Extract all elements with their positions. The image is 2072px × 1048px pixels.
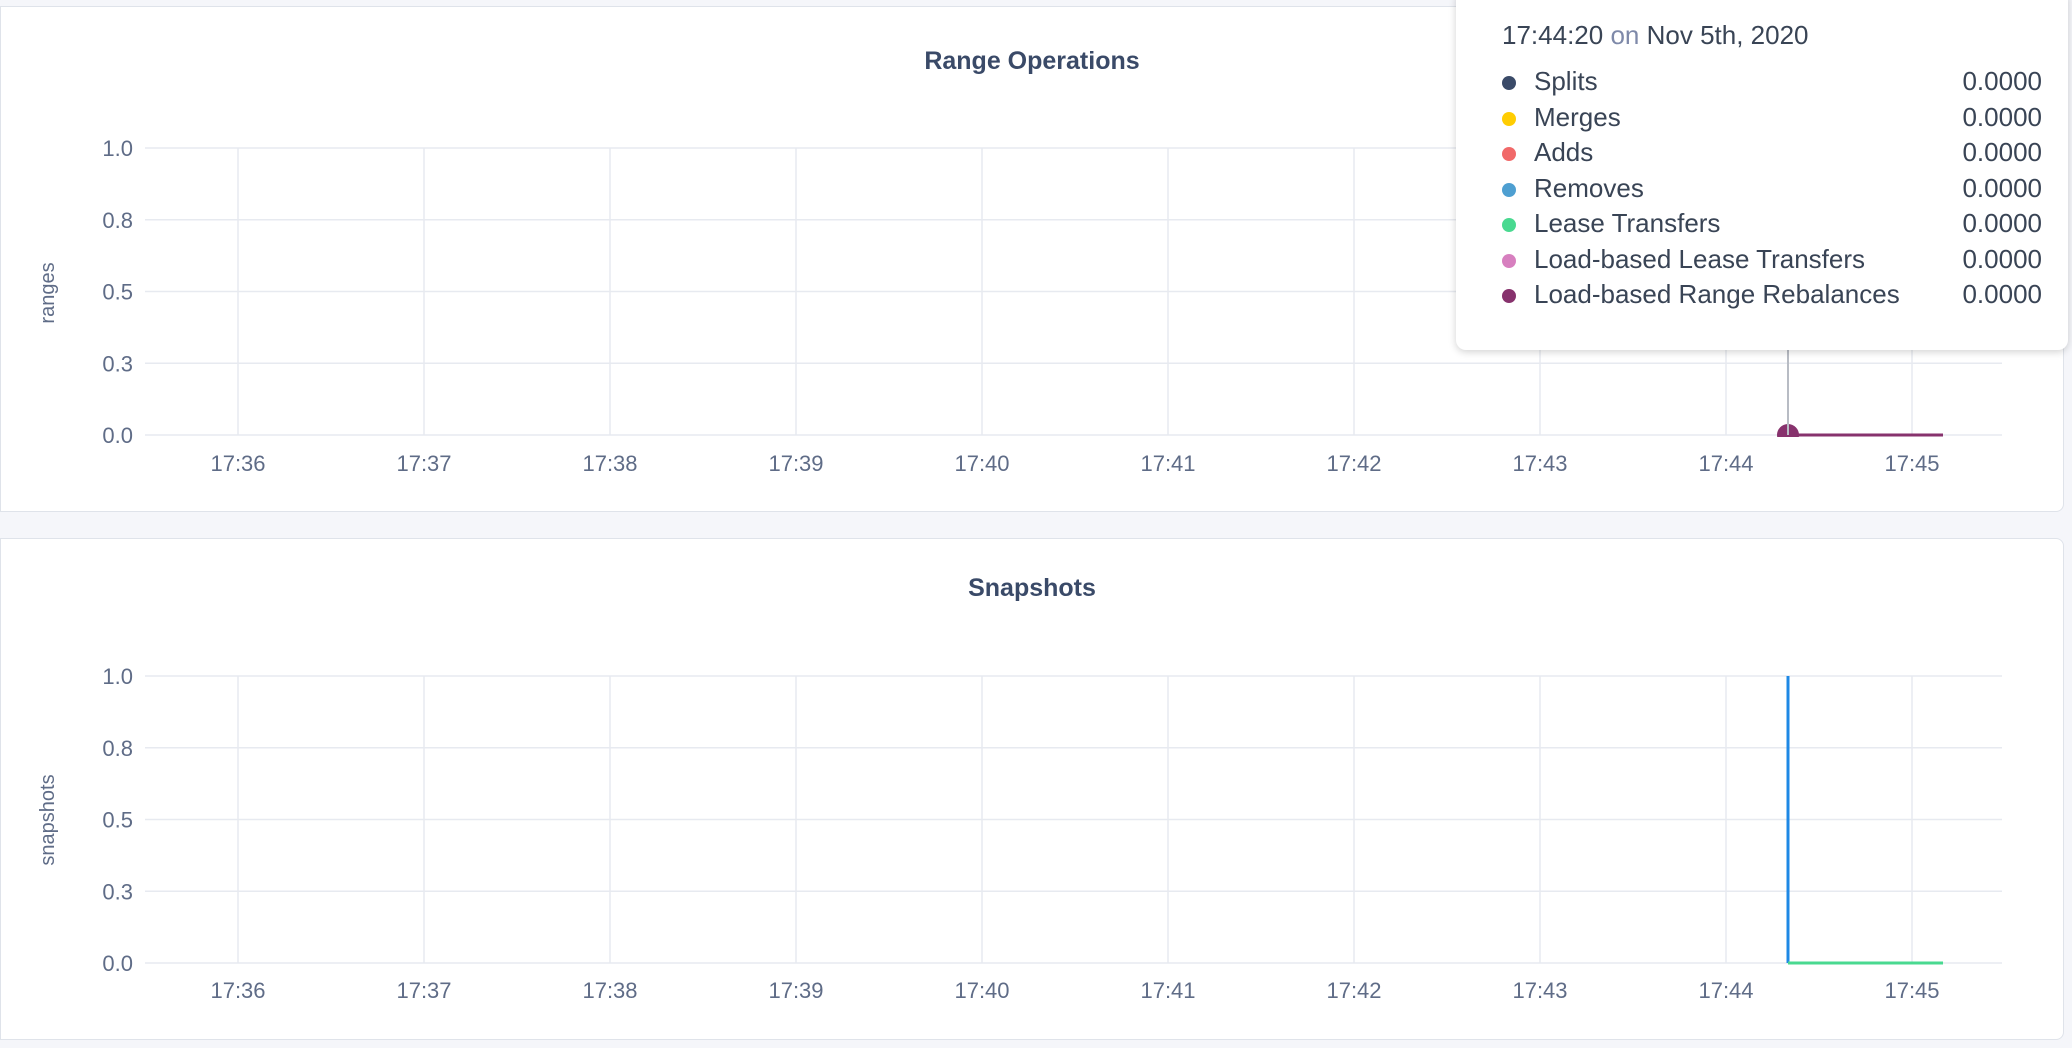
y-axis-label: ranges (37, 262, 59, 323)
y-tick-label: 0.0 (102, 951, 133, 976)
tooltip-series-value: 0.0000 (1962, 101, 2042, 132)
tooltip-series-label: Load-based Range Rebalances (1534, 279, 1900, 309)
y-tick-label: 0.5 (102, 280, 133, 305)
legend-dot-icon (1502, 76, 1516, 90)
y-tick-label: 1.0 (102, 136, 133, 161)
x-tick-label: 17:45 (1884, 978, 1939, 1003)
tooltip-row: Removes 0.0000 (1502, 173, 2042, 207)
x-tick-label: 17:41 (1140, 978, 1195, 1003)
x-tick-label: 17:44 (1698, 451, 1753, 476)
legend-dot-icon (1502, 182, 1516, 197)
snapshots-title: Snapshots (968, 574, 1096, 602)
x-tick-label: 17:42 (1326, 451, 1381, 476)
hover-point-mask (1774, 437, 1802, 451)
x-tick-label: 17:38 (582, 451, 637, 476)
y-axis-label: snapshots (37, 774, 59, 865)
x-tick-label: 17:36 (210, 451, 265, 476)
x-tick-label: 17:43 (1512, 451, 1567, 476)
tooltip-row: Lease Transfers 0.0000 (1502, 208, 2042, 242)
tooltip-series-value: 0.0000 (1962, 279, 2042, 309)
tooltip-series-label: Load-based Lease Transfers (1534, 243, 1865, 274)
y-tick-label: 0.5 (102, 808, 133, 833)
x-tick-label: 17:39 (768, 978, 823, 1003)
y-tick-label: 0.8 (102, 736, 133, 761)
tooltip-row: Merges 0.0000 (1502, 102, 2042, 136)
x-tick-label: 17:42 (1326, 978, 1381, 1003)
hover-tooltip: 17:44:20 on Nov 5th, 2020 Splits 0.0000 … (1456, 0, 2068, 350)
legend-dot-icon (1502, 147, 1516, 161)
snapshots-panel (0, 538, 2064, 1040)
x-tick-label: 17:40 (954, 451, 1009, 476)
tooltip-series-label: Adds (1534, 137, 1594, 167)
x-tick-label: 17:36 (210, 978, 265, 1003)
x-tick-label: 17:40 (954, 978, 1009, 1003)
tooltip-row: Splits 0.0000 (1502, 66, 2042, 100)
x-tick-label: 17:41 (1140, 451, 1195, 476)
tooltip-series-label: Splits (1534, 66, 1598, 96)
y-tick-label: 0.3 (102, 879, 133, 904)
tooltip-timestamp: 17:44:20 on Nov 5th, 2020 (1502, 20, 1809, 50)
range-operations-title: Range Operations (924, 47, 1140, 75)
x-tick-label: 17:39 (768, 451, 823, 476)
x-tick-label: 17:44 (1698, 978, 1753, 1003)
y-tick-label: 0.0 (102, 423, 133, 448)
tooltip-series-value: 0.0000 (1962, 137, 2042, 167)
tooltip-series-value: 0.0000 (1962, 243, 2042, 274)
legend-dot-icon (1502, 253, 1516, 268)
x-tick-label: 17:43 (1512, 978, 1567, 1003)
x-tick-label: 17:45 (1884, 451, 1939, 476)
legend-dot-icon (1502, 218, 1516, 232)
tooltip-series-value: 0.0000 (1962, 66, 2042, 96)
tooltip-row: Load-based Lease Transfers 0.0000 (1502, 244, 2042, 278)
legend-dot-icon (1502, 111, 1516, 126)
y-tick-label: 0.8 (102, 208, 133, 233)
tooltip-series-label: Lease Transfers (1534, 208, 1721, 238)
x-tick-label: 17:38 (582, 978, 637, 1003)
tooltip-row: Adds 0.0000 (1502, 137, 2042, 171)
tooltip-series-label: Removes (1534, 172, 1644, 203)
tooltip-series-value: 0.0000 (1962, 208, 2042, 238)
legend-dot-icon (1502, 289, 1516, 303)
x-tick-label: 17:37 (396, 978, 451, 1003)
y-tick-label: 0.3 (102, 351, 133, 376)
x-tick-label: 17:37 (396, 451, 451, 476)
tooltip-series-value: 0.0000 (1962, 172, 2042, 203)
tooltip-row: Load-based Range Rebalances 0.0000 (1502, 279, 2042, 313)
tooltip-series-label: Merges (1534, 101, 1621, 132)
y-tick-label: 1.0 (102, 664, 133, 689)
